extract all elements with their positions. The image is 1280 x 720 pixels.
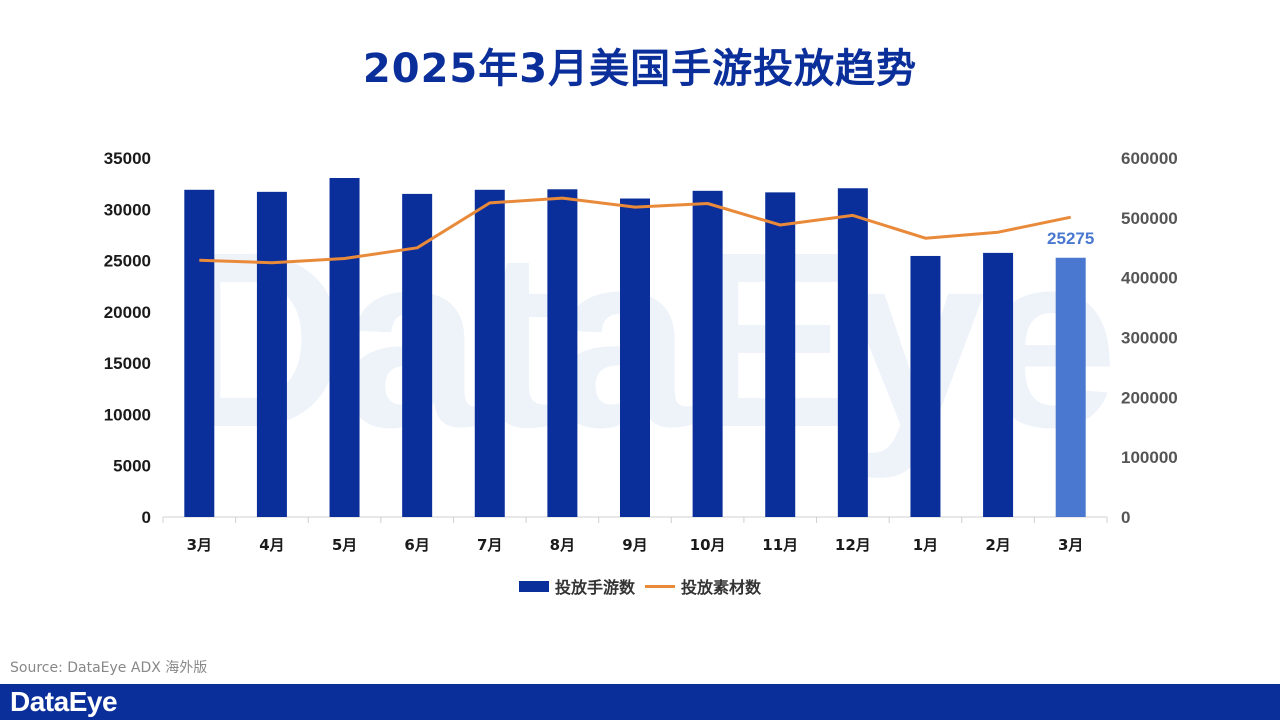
y-left-tick-label: 10000 [104, 405, 151, 424]
y-right-tick-label: 600000 [1121, 149, 1178, 168]
x-tick-label: 3月 [187, 536, 212, 554]
bar [837, 188, 868, 517]
legend-swatch-line [645, 584, 675, 588]
x-tick-label: 3月 [1058, 536, 1083, 554]
y-right-tick-label: 100000 [1121, 448, 1178, 467]
x-tick-label: 10月 [690, 536, 726, 554]
x-tick-label: 1月 [913, 536, 938, 554]
y-left-tick-label: 5000 [113, 457, 151, 476]
y-left-tick-label: 15000 [104, 354, 151, 373]
y-right-tick-label: 400000 [1121, 269, 1178, 288]
legend-swatch-bar [518, 580, 549, 592]
x-tick-label: 11月 [762, 536, 798, 554]
bar [547, 189, 578, 517]
x-tick-label: 2月 [985, 536, 1010, 554]
x-tick-label: 8月 [550, 536, 575, 554]
y-left-tick-label: 30000 [104, 200, 151, 219]
y-left-tick-label: 20000 [104, 303, 151, 322]
y-right-tick-label: 500000 [1121, 209, 1178, 228]
bar [184, 189, 215, 517]
y-right-tick-label: 200000 [1121, 388, 1178, 407]
legend-label-bars: 投放手游数 [554, 578, 635, 597]
bar [256, 191, 287, 517]
bar-data-label: 25275 [1047, 229, 1094, 248]
dataeye-logo: DataEye [10, 686, 118, 717]
x-tick-label: 7月 [477, 536, 502, 554]
x-tick-label: 6月 [404, 536, 429, 554]
legend-label-line: 投放素材数 [681, 578, 762, 597]
chart: 35000 30000 25000 20000 15000 10000 5000 0 60000… [104, 149, 1178, 554]
bar [474, 189, 505, 517]
chart-title: 2025年3月美国手游投放趋势 [362, 46, 918, 92]
bar [329, 178, 360, 517]
bar [983, 252, 1014, 517]
bar [765, 192, 796, 517]
x-tick-label: 4月 [259, 536, 284, 554]
y-left-tick-label: 0 [142, 508, 151, 527]
x-tick-label: 12月 [835, 536, 871, 554]
y-right-tick-label: 300000 [1121, 329, 1178, 348]
bar [1055, 257, 1086, 517]
legend-item-bars: 投放手游数 [518, 574, 635, 598]
legend: 投放手游数 投放素材数 [0, 574, 1280, 598]
footer-bar: DataEye [0, 684, 1280, 720]
series-line [199, 196, 1072, 265]
y-left-tick-label: 35000 [104, 149, 151, 168]
x-tick-label: 9月 [622, 536, 647, 554]
bar [910, 255, 941, 517]
bar [692, 190, 723, 517]
y-left-tick-label: 25000 [104, 252, 151, 271]
y-right-tick-label: 0 [1121, 508, 1130, 527]
bar [620, 198, 650, 517]
source-note: Source: DataEye ADX 海外版 [10, 660, 208, 676]
legend-item-line: 投放素材数 [645, 574, 761, 598]
x-tick-label: 5月 [332, 536, 357, 554]
